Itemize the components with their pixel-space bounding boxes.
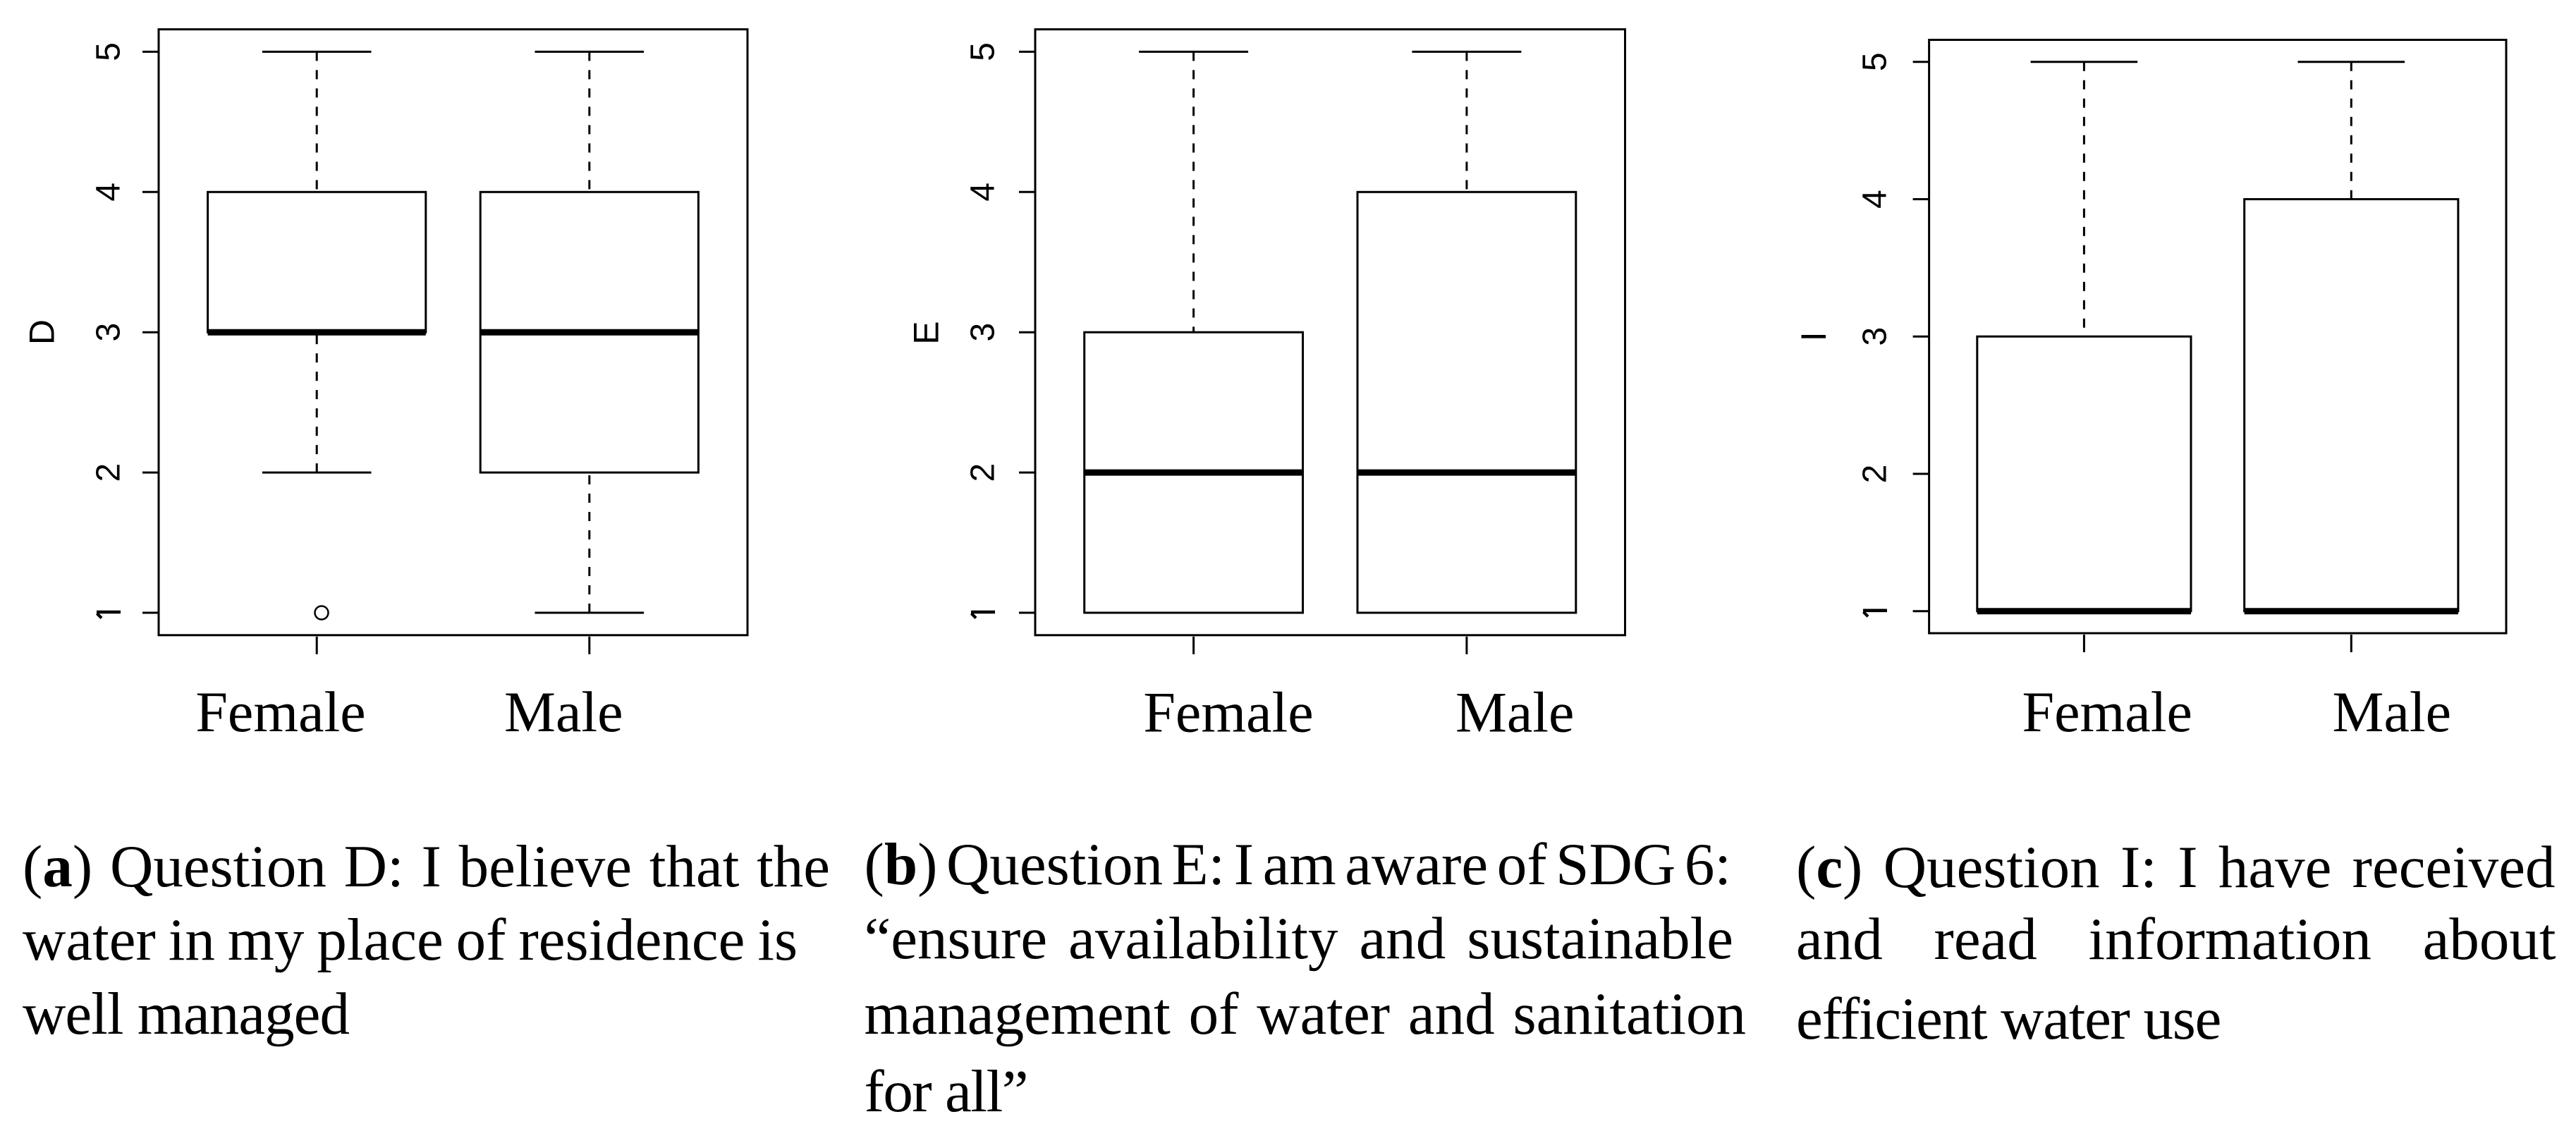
svg-text:3: 3 [90, 323, 128, 342]
svg-text:Female: Female [1143, 680, 1313, 745]
svg-text:2: 2 [965, 463, 1002, 482]
svg-text:5: 5 [965, 42, 1002, 61]
svg-text:4: 4 [90, 183, 128, 202]
svg-text:3: 3 [1857, 327, 1894, 346]
svg-text:4: 4 [1857, 190, 1894, 209]
svg-text:4: 4 [965, 183, 1002, 202]
svg-text:Male: Male [2333, 680, 2451, 744]
svg-text:5: 5 [1857, 52, 1894, 71]
svg-text:5: 5 [90, 42, 128, 61]
svg-text:2: 2 [90, 463, 128, 482]
svg-text:E: E [907, 321, 946, 344]
svg-text:Female: Female [2022, 680, 2192, 744]
svg-text:Male: Male [1455, 680, 1574, 745]
svg-text:I: I [1794, 331, 1833, 341]
svg-text:2: 2 [1857, 465, 1894, 484]
svg-text:3: 3 [965, 323, 1002, 342]
svg-text:Female: Female [195, 680, 365, 744]
svg-text:D: D [23, 319, 62, 345]
svg-text:Male: Male [504, 680, 623, 744]
